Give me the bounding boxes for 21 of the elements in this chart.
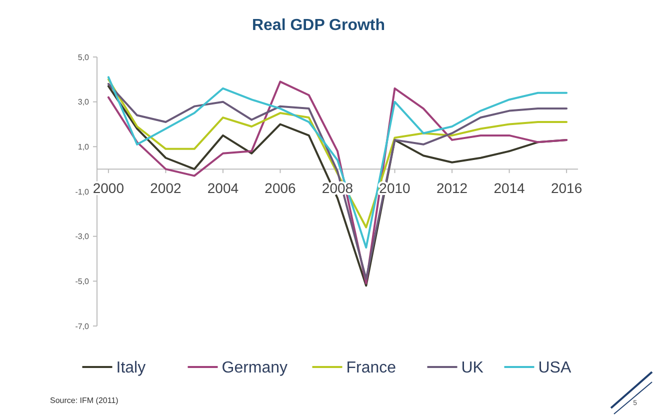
source-note: Source: IFM (2011) [50,396,119,405]
legend-label: France [346,360,396,377]
y-tick-label: -5,0 [75,276,90,286]
legend-label: Italy [116,360,146,377]
y-tick-label: 3,0 [78,98,90,107]
chart-title: Real GDP Growth [252,17,386,34]
x-tick-label: 2006 [264,180,296,196]
y-tick-label: 5,0 [78,52,90,62]
x-tick-label: 2004 [207,180,239,196]
x-tick-label: 2002 [150,180,182,196]
legend-label: UK [461,360,484,377]
y-tick-label: -3,0 [75,232,90,242]
y-tick-label: -7,0 [75,322,90,331]
x-tick-label: 2012 [436,180,468,196]
x-tick-label: 2000 [92,180,124,196]
y-tick-label: 1,0 [78,142,90,152]
y-tick-label: -1,0 [75,187,90,196]
x-tick-label: 2016 [550,180,582,196]
x-tick-label: 2014 [494,180,526,196]
legend-label: Germany [222,360,288,377]
legend-label: USA [538,360,572,377]
